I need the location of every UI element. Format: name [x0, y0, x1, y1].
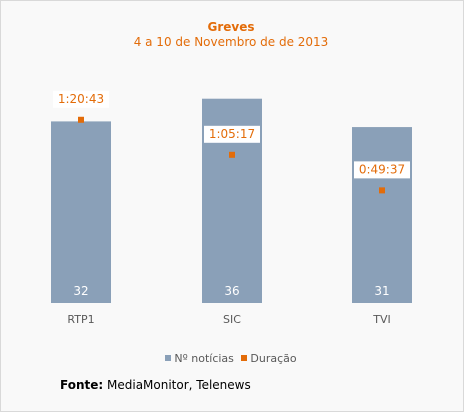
- duration-marker-rtp1: [78, 116, 84, 123]
- chart-plot: 32 RTP1 1:20:43 36 SIC 1:05:17 31 TVI 0:49:37: [51, 90, 412, 326]
- bar-label-sic: 36: [224, 284, 239, 298]
- duration-label-bg-tvi: [354, 161, 410, 179]
- x-tick-sic: SIC: [223, 313, 241, 326]
- bar-tvi: [352, 127, 412, 303]
- chart-title: Greves: [207, 20, 255, 34]
- bar-rtp1: [51, 121, 111, 304]
- legend: Nº notícias Duração: [0, 352, 462, 365]
- legend-item-noticias: Nº notícias: [165, 352, 234, 365]
- source-note: Fonte: MediaMonitor, Telenews: [60, 378, 251, 392]
- duration-label-sic: 1:05:17: [209, 127, 255, 141]
- chart-header: Greves 4 a 10 de Novembro de de 2013: [0, 20, 462, 49]
- x-tick-tvi: TVI: [372, 313, 391, 326]
- duration-label-rtp1: 1:20:43: [58, 92, 104, 106]
- legend-swatch-duracao: [241, 355, 248, 361]
- x-tick-rtp1: RTP1: [67, 313, 94, 326]
- source-label: Fonte:: [60, 378, 104, 392]
- duration-marker-tvi: [379, 187, 385, 194]
- bar-label-rtp1: 32: [73, 284, 88, 298]
- bar-label-tvi: 31: [374, 284, 389, 298]
- legend-label-noticias: Nº notícias: [174, 352, 234, 365]
- legend-label-duracao: Duração: [250, 352, 297, 365]
- legend-item-duracao: Duração: [241, 352, 297, 365]
- duration-label-bg-sic: [204, 125, 260, 143]
- duration-label-bg-rtp1: [53, 90, 109, 108]
- source-text: MediaMonitor, Telenews: [107, 378, 251, 392]
- chart-subtitle: 4 a 10 de Novembro de de 2013: [133, 35, 329, 49]
- legend-swatch-noticias: [165, 355, 172, 361]
- duration-marker-sic: [229, 151, 235, 158]
- duration-label-tvi: 0:49:37: [359, 162, 405, 176]
